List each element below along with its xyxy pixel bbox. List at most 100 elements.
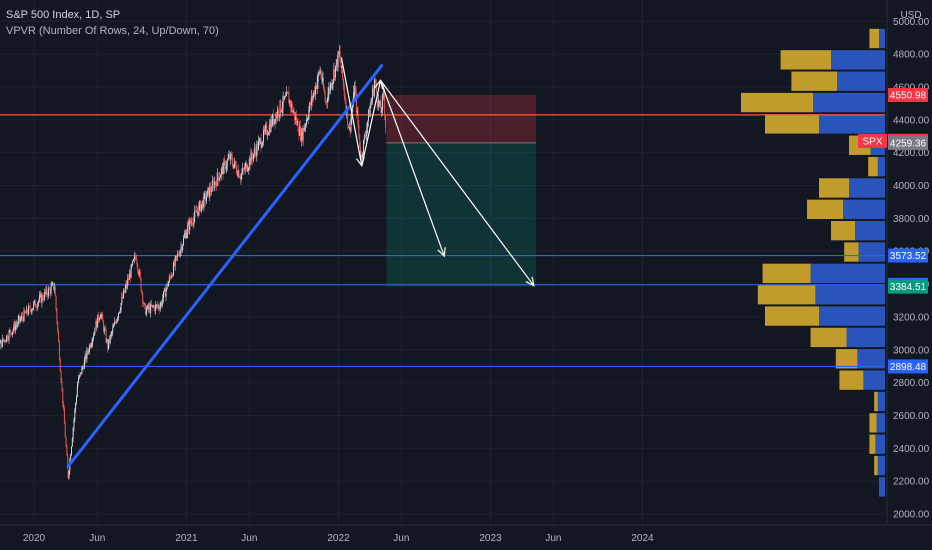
candle-body bbox=[242, 168, 244, 174]
candle-body bbox=[53, 283, 55, 290]
candle-body bbox=[205, 197, 207, 201]
candle-body bbox=[289, 100, 291, 104]
candle-body bbox=[357, 110, 359, 125]
candle-body bbox=[355, 92, 357, 113]
candle-body bbox=[238, 170, 240, 178]
candle-body bbox=[88, 351, 90, 353]
candle-body bbox=[225, 161, 227, 170]
candle-body bbox=[183, 237, 185, 245]
candle-body bbox=[370, 102, 372, 107]
candle-body bbox=[40, 294, 42, 303]
candle-body bbox=[76, 387, 78, 397]
candle-body bbox=[13, 323, 15, 330]
candle-body bbox=[193, 217, 195, 225]
candle-body bbox=[37, 303, 39, 308]
candle-body bbox=[61, 381, 63, 389]
candle-body bbox=[350, 118, 352, 132]
candle-body bbox=[155, 304, 157, 306]
candle-body bbox=[300, 126, 302, 141]
candle-body bbox=[168, 282, 170, 287]
candle-body bbox=[29, 306, 31, 310]
candle-body bbox=[16, 324, 18, 326]
candle-body bbox=[166, 283, 168, 290]
candle-body bbox=[211, 181, 213, 192]
candle-body bbox=[319, 70, 321, 74]
candle-body bbox=[247, 167, 249, 171]
candle-body bbox=[235, 161, 237, 166]
candle-body bbox=[218, 177, 220, 181]
candle-body bbox=[115, 322, 117, 324]
volume-profile-up-bar bbox=[757, 285, 816, 305]
candle-body bbox=[165, 289, 167, 297]
candle-body bbox=[192, 224, 194, 225]
candle-body bbox=[345, 101, 347, 113]
candle-body bbox=[318, 72, 320, 74]
candle-body bbox=[266, 125, 268, 135]
candle-body bbox=[32, 308, 34, 310]
candle-body bbox=[1, 338, 3, 347]
candle-body bbox=[188, 221, 190, 231]
candle-body bbox=[156, 304, 158, 307]
candle-body bbox=[190, 221, 192, 223]
price-badge-label: 3573.52 bbox=[890, 251, 927, 262]
candle-body bbox=[0, 340, 2, 344]
candle-body bbox=[92, 338, 94, 344]
price-badge-label: 2898.48 bbox=[890, 362, 927, 373]
candle-body bbox=[108, 339, 110, 349]
candle-body bbox=[225, 166, 227, 170]
candle-body bbox=[133, 255, 135, 260]
candle-body bbox=[359, 134, 361, 147]
candle-body bbox=[106, 339, 108, 343]
candle-body bbox=[3, 339, 5, 341]
indicator-legend[interactable]: VPVR (Number Of Rows, 24, Up/Down, 70) bbox=[6, 25, 219, 37]
price-badge-bg bbox=[888, 135, 928, 150]
candle-body bbox=[220, 168, 222, 176]
candle-body bbox=[305, 119, 307, 125]
volume-profile-down-bar bbox=[877, 156, 885, 177]
candle-body bbox=[63, 404, 65, 409]
candle-body bbox=[309, 102, 311, 110]
candle-body bbox=[191, 221, 193, 225]
candle-body bbox=[185, 233, 187, 239]
candle-body bbox=[22, 318, 24, 322]
volume-profile-up-bar bbox=[835, 349, 858, 369]
candle-body bbox=[18, 316, 20, 320]
candle-body bbox=[57, 322, 59, 332]
candle-body bbox=[354, 85, 356, 97]
candle-body bbox=[275, 114, 277, 123]
candle-body bbox=[200, 201, 202, 212]
candle-body bbox=[119, 310, 121, 313]
candle-body bbox=[88, 345, 90, 352]
candle-body bbox=[159, 306, 161, 310]
candle-body bbox=[171, 275, 173, 278]
volume-profile-down-bar bbox=[876, 413, 885, 433]
candle-body bbox=[320, 70, 322, 78]
price-axis-tick-label: 3200.00 bbox=[893, 312, 930, 323]
volume-profile-up-bar bbox=[868, 156, 878, 177]
candle-body bbox=[163, 291, 165, 299]
candle-body bbox=[154, 306, 156, 311]
drawn-arrow-head bbox=[437, 247, 446, 258]
candle-body bbox=[2, 338, 4, 341]
candle-body bbox=[296, 121, 298, 124]
candle-body bbox=[27, 313, 29, 314]
candle-body bbox=[6, 335, 8, 342]
candle-body bbox=[262, 129, 264, 142]
drawn-arrow bbox=[340, 57, 363, 166]
candle-body bbox=[28, 306, 30, 307]
candle-body bbox=[38, 295, 40, 301]
candle-body bbox=[9, 330, 11, 332]
candle-body bbox=[311, 96, 313, 101]
price-axis-tick-label: 4800.00 bbox=[893, 50, 930, 61]
volume-profile-down-bar bbox=[858, 242, 885, 262]
candle-body bbox=[263, 129, 265, 132]
candle-body bbox=[246, 163, 248, 172]
candle-body bbox=[141, 290, 143, 293]
volume-profile-up-bar bbox=[765, 114, 819, 134]
candle-body bbox=[157, 305, 159, 307]
candle-body bbox=[299, 126, 301, 136]
candle-body bbox=[83, 366, 85, 369]
candle-body bbox=[347, 124, 349, 129]
candle-body bbox=[367, 121, 369, 128]
